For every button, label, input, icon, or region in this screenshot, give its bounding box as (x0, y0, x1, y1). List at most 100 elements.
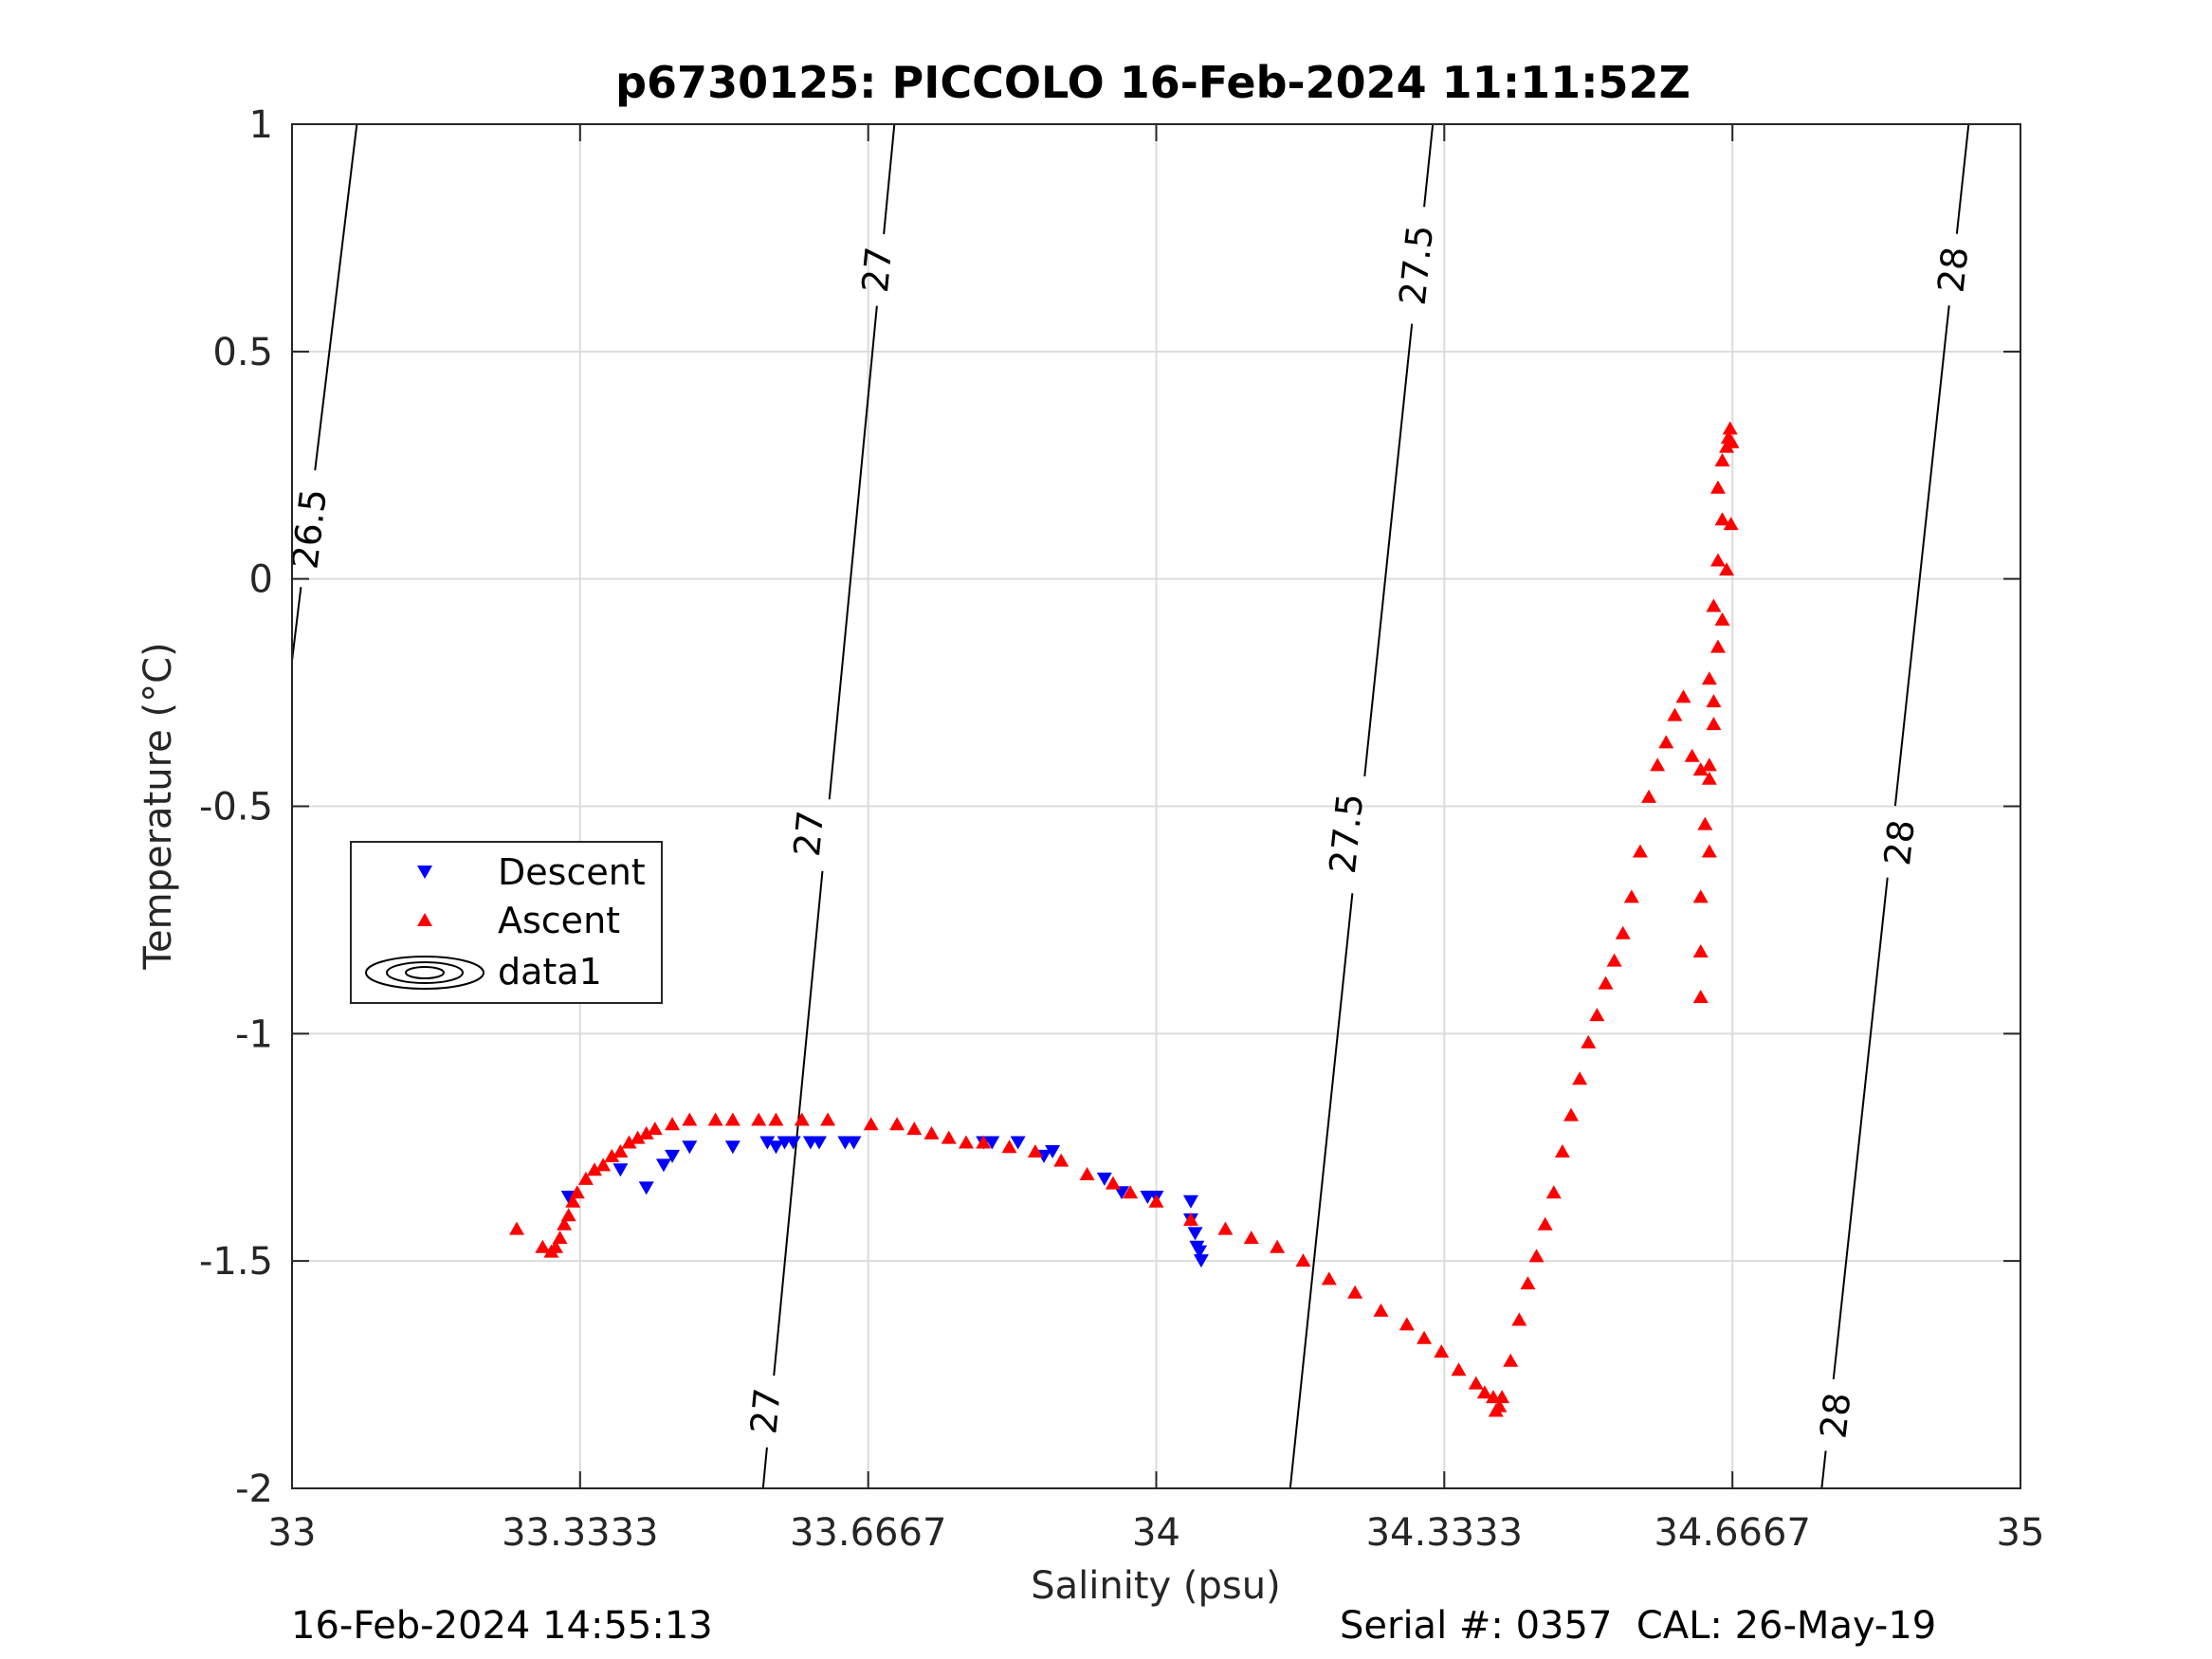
ascent-point (889, 1117, 905, 1131)
ascent-point (1572, 1071, 1588, 1085)
ascent-point (1658, 735, 1674, 749)
ascent-point (638, 1125, 654, 1139)
grid (292, 124, 2020, 1488)
ascent-point (577, 1171, 594, 1185)
contour-label-27: 27 (786, 809, 832, 858)
x-tick-label: 34 (1132, 1511, 1180, 1555)
ascent-point (1701, 757, 1717, 772)
x-tick-label: 33 (268, 1511, 317, 1555)
ascent-point (604, 1148, 620, 1162)
legend-descent-marker (417, 866, 432, 879)
ascent-point (1468, 1376, 1484, 1390)
ascent-point (595, 1158, 612, 1172)
descent-point (1045, 1145, 1061, 1159)
descent-point (846, 1136, 862, 1150)
ascent-point (1295, 1253, 1311, 1267)
ascent-point (569, 1185, 585, 1199)
x-tick-label: 35 (1997, 1511, 2045, 1555)
x-tick-label: 34.3333 (1366, 1511, 1523, 1555)
ascent-point (1722, 421, 1738, 435)
ascent-point (1148, 1194, 1164, 1208)
ascent-point (587, 1162, 603, 1176)
ascent-point (1709, 480, 1726, 494)
ascent-point (1667, 707, 1683, 721)
ascent-point (1511, 1312, 1527, 1326)
descent-point (1096, 1172, 1112, 1186)
ascent-point (923, 1125, 940, 1139)
y-tick-label: 0.5 (212, 331, 273, 374)
contour-line-26.5 (314, 124, 358, 471)
ascent-point (1723, 517, 1739, 531)
ascent-point (1451, 1362, 1467, 1376)
ascent-point (1520, 1276, 1536, 1290)
legend: Descent Ascent data1 (350, 841, 663, 1004)
ascent-point (1434, 1344, 1450, 1358)
contour-line-28 (1832, 877, 1889, 1379)
contour-label-28: 28 (1929, 245, 1976, 295)
ascent-point (1632, 844, 1648, 858)
ascent-point (1347, 1285, 1363, 1299)
descent-point (785, 1136, 801, 1150)
descent-point (665, 1149, 681, 1163)
ascent-point (1476, 1385, 1492, 1399)
ascent-point (1709, 639, 1726, 653)
contour-line-28 (1955, 124, 1970, 234)
ascent-point (621, 1135, 637, 1149)
ascent-point (768, 1112, 784, 1126)
ascent-point (1563, 1107, 1580, 1121)
contour-label-27: 27 (854, 245, 900, 294)
y-axis-label: Temperature (°C) (137, 642, 180, 970)
ascent-point (976, 1135, 992, 1149)
descent-point (984, 1136, 1000, 1150)
contour-line-27 (761, 1447, 768, 1488)
descent-point (655, 1158, 671, 1173)
contour-line-28 (1820, 1450, 1827, 1488)
ascent-point (1714, 512, 1730, 526)
ascent-point (1675, 689, 1691, 703)
ascent-point (1079, 1167, 1095, 1181)
axis-ticks: 33 33.3333 33.6667 34 34.3333 34.6667 35 1 0.5 0 -… (199, 103, 2045, 1555)
ascent-point (612, 1144, 629, 1158)
ascent-point (1494, 1390, 1510, 1404)
ascent-point (820, 1112, 836, 1126)
descent-point (1182, 1194, 1198, 1209)
ascent-point (707, 1112, 723, 1126)
ascent-point (1528, 1249, 1545, 1263)
descent-point (1187, 1227, 1203, 1241)
ascent-point (1706, 694, 1722, 708)
ascent-point (1373, 1303, 1389, 1317)
contour-label-28: 28 (1812, 1391, 1858, 1441)
ascent-point (1714, 452, 1730, 466)
ascent-point (630, 1130, 646, 1144)
ascent-point (508, 1221, 524, 1235)
ascent-point (1182, 1212, 1198, 1226)
contour-label-27: 27 (742, 1386, 788, 1435)
ascent-point (665, 1117, 681, 1131)
ascent-point (1503, 1353, 1519, 1367)
descent-point (638, 1181, 654, 1195)
legend-box (350, 841, 663, 1004)
x-tick-label: 34.6667 (1654, 1511, 1810, 1555)
ascent-point (647, 1121, 663, 1136)
y-tick-label: -0.5 (199, 786, 273, 830)
x-tick-label: 33.3333 (502, 1511, 658, 1555)
contour-line-28 (1893, 305, 1950, 807)
y-tick-label: -1 (235, 1012, 273, 1056)
ascent-point (1581, 1034, 1597, 1048)
ascent-point (724, 1112, 740, 1126)
descent-point (1010, 1136, 1026, 1150)
legend-ascent-label: Ascent (498, 900, 620, 941)
contour-label-28: 28 (1876, 817, 1923, 867)
ascent-point (1701, 844, 1717, 858)
contour-line-27.5 (1363, 323, 1414, 777)
ascent-point (1692, 889, 1709, 903)
descent-point (682, 1140, 698, 1155)
legend-contour-icon (365, 956, 484, 990)
ascent-point (1417, 1330, 1433, 1344)
ascent-point (682, 1112, 698, 1126)
ascent-point (1053, 1153, 1069, 1167)
ascent-point (1217, 1221, 1234, 1235)
descent-point (812, 1136, 828, 1150)
descent-point (759, 1136, 776, 1150)
ascent-point (1270, 1239, 1286, 1253)
